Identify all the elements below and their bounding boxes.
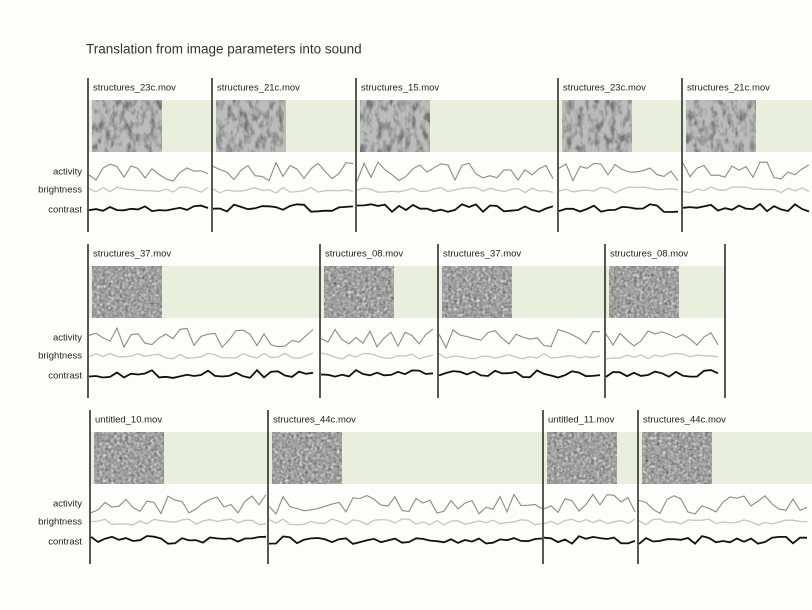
waveform <box>212 161 354 182</box>
thumbnail <box>324 266 394 318</box>
waveform <box>356 186 554 194</box>
figure-title: Translation from image parameters into s… <box>86 42 362 57</box>
thumbnail <box>92 100 162 152</box>
waveform <box>605 352 719 360</box>
waveform <box>543 493 636 514</box>
thumbnail <box>562 100 632 152</box>
waveform <box>88 368 314 379</box>
waveform <box>558 162 679 183</box>
thumbnail <box>609 266 679 318</box>
waveform <box>438 369 601 379</box>
thumbnail <box>686 100 756 152</box>
param-label: contrast <box>48 371 82 382</box>
param-label: contrast <box>48 205 82 216</box>
clip-name: structures_44c.mov <box>273 415 356 426</box>
waveform <box>268 535 543 545</box>
waveform <box>88 163 209 182</box>
param-label: brightness <box>38 351 82 362</box>
clip-name: structures_44c.mov <box>643 415 726 426</box>
waveform <box>88 326 314 349</box>
clip-name: structures_21c.mov <box>217 83 300 94</box>
waveform <box>638 495 808 515</box>
waveform <box>682 161 810 180</box>
thumbnail <box>216 100 286 152</box>
clip-name: structures_23c.mov <box>93 83 176 94</box>
waveform <box>543 518 636 526</box>
waveform <box>268 493 543 516</box>
waveform <box>638 518 808 526</box>
thumbnail <box>442 266 512 318</box>
clip-name: structures_37.mov <box>443 249 521 260</box>
param-label: contrast <box>48 537 82 548</box>
waveform <box>605 330 719 347</box>
param-label: activity <box>53 499 82 510</box>
clip-name: structures_15.mov <box>361 83 439 94</box>
waveform <box>90 535 267 545</box>
clip-name: untitled_11.mov <box>548 415 615 426</box>
waveform <box>88 204 209 213</box>
waveform <box>638 535 807 545</box>
clip-name: structures_21c.mov <box>687 83 770 94</box>
waveform <box>438 329 601 350</box>
thumbnail <box>642 432 712 484</box>
thumbnail <box>92 266 162 318</box>
thumbnail <box>272 432 342 484</box>
waveform <box>212 203 354 213</box>
waveform <box>212 186 354 194</box>
waveform <box>558 203 679 213</box>
clip-name: structures_08.mov <box>610 249 688 260</box>
waveform <box>605 369 719 378</box>
param-label: brightness <box>38 517 82 528</box>
clip-name: untitled_10.mov <box>95 415 162 426</box>
thumbnail <box>547 432 617 484</box>
waveform <box>682 186 810 194</box>
clip-name: structures_08.mov <box>325 249 403 260</box>
waveform <box>268 518 543 526</box>
waveform <box>320 328 434 348</box>
param-label: activity <box>53 333 82 344</box>
waveform <box>320 352 434 360</box>
waveform <box>320 369 434 378</box>
clip-name: structures_37.mov <box>93 249 171 260</box>
param-label: brightness <box>38 185 82 196</box>
waveform <box>438 353 601 360</box>
waveform <box>90 494 267 515</box>
waveform <box>88 186 209 193</box>
waveform <box>88 352 314 360</box>
waveform <box>543 535 636 545</box>
clip-name: structures_23c.mov <box>563 83 646 94</box>
waveform <box>558 186 679 194</box>
thumbnail <box>360 100 430 152</box>
waveform <box>356 203 554 214</box>
waveform <box>90 518 267 526</box>
param-label: activity <box>53 167 82 178</box>
waveform <box>682 202 810 213</box>
thumbnail <box>94 432 164 484</box>
waveform <box>356 161 554 182</box>
